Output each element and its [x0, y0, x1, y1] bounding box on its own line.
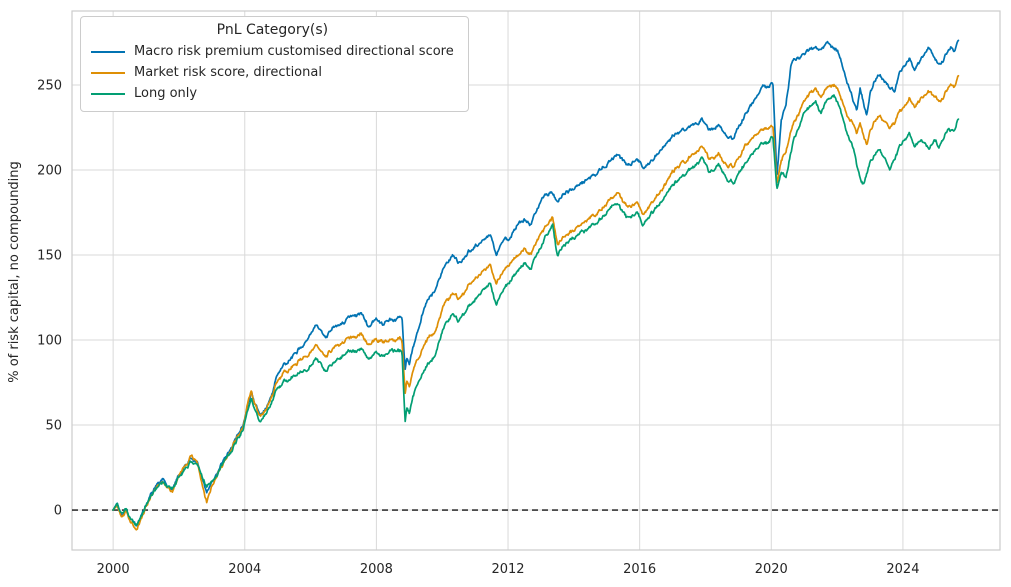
x-tick-label: 2016 [623, 562, 656, 577]
y-axis-label: % of risk capital, no compounding [7, 161, 22, 383]
plot-border [71, 10, 1001, 551]
x-tick-label: 2008 [360, 562, 393, 577]
legend-label-market-risk-score: Market risk score, directional [134, 65, 322, 80]
legend-title: PnL Category(s) [216, 22, 329, 38]
legend-item-long-only: Long only [91, 83, 454, 104]
series-line-1 [112, 74, 960, 531]
y-tick-label: 200 [37, 163, 62, 178]
x-tick-label: 2020 [755, 562, 788, 577]
x-tick-label: 2000 [97, 562, 130, 577]
series-line-0 [112, 39, 960, 527]
x-tick-label: 2024 [886, 562, 919, 577]
legend-label-long-only: Long only [134, 86, 198, 101]
x-axis-tick-labels: 2000 2004 2008 2012 2016 2020 2024 [97, 562, 920, 577]
legend-item-market-risk-score: Market risk score, directional [91, 62, 454, 83]
legend-label-macro-risk-premium: Macro risk premium customised directiona… [134, 44, 454, 59]
legend-line-swatch-macro-risk-premium [91, 50, 125, 53]
legend-box: PnL Category(s) Macro risk premium custo… [80, 16, 469, 112]
y-axis-tick-labels: 0 50 100 150 200 250 [37, 78, 62, 518]
series-line-2 [112, 94, 960, 526]
y-tick-label: 50 [45, 419, 62, 434]
x-tick-label: 2012 [491, 562, 524, 577]
y-tick-label: 100 [37, 334, 62, 349]
y-tick-label: 250 [37, 78, 62, 93]
y-tick-label: 0 [54, 504, 62, 519]
grid-lines [72, 11, 1000, 550]
y-tick-label: 150 [37, 248, 62, 263]
legend-item-macro-risk-premium: Macro risk premium customised directiona… [91, 41, 454, 62]
x-tick-label: 2004 [228, 562, 261, 577]
legend-line-swatch-long-only [91, 92, 125, 95]
series-lines [112, 39, 960, 531]
legend-line-swatch-market-risk-score [91, 71, 125, 74]
